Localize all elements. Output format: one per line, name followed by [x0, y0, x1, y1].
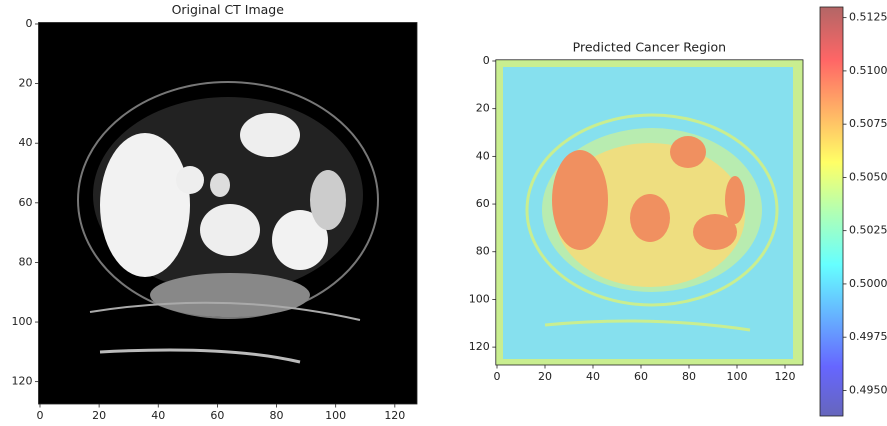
colorbar-tick-label: 0.5100: [849, 64, 887, 77]
x-tick-label: 100: [727, 370, 748, 383]
prediction-image: [495, 59, 803, 366]
y-tick-label: 60: [476, 197, 490, 210]
y-tick-label: 100: [12, 315, 33, 328]
y-tick-label: 0: [26, 17, 33, 30]
y-tick-label: 20: [476, 102, 490, 115]
y-tick-label: 120: [12, 375, 33, 388]
colorbar: [819, 6, 844, 417]
x-tick-label: 100: [325, 409, 346, 422]
x-tick-label: 20: [538, 370, 552, 383]
colorbar-tick-label: 0.5125: [849, 11, 887, 24]
y-tick-label: 100: [469, 292, 490, 305]
x-tick-label: 120: [775, 370, 796, 383]
x-tick-label: 80: [682, 370, 696, 383]
chart-title: Predicted Cancer Region: [573, 39, 726, 54]
x-tick-label: 40: [586, 370, 600, 383]
colorbar-tick-label: 0.5025: [849, 224, 887, 237]
x-tick-label: 60: [210, 409, 224, 422]
x-tick-label: 0: [494, 370, 501, 383]
colorbar-tick-label: 0.4975: [849, 330, 887, 343]
y-tick-label: 0: [483, 54, 490, 67]
x-tick-label: 80: [270, 409, 284, 422]
x-tick-label: 60: [634, 370, 648, 383]
x-tick-label: 120: [384, 409, 405, 422]
x-tick-label: 40: [151, 409, 165, 422]
y-tick-label: 60: [19, 196, 33, 209]
colorbar-tick-label: 0.5050: [849, 170, 887, 183]
y-tick-label: 40: [19, 136, 33, 149]
x-tick-label: 0: [36, 409, 43, 422]
axes-frame: [38, 22, 418, 405]
colorbar-tick-label: 0.5000: [849, 277, 887, 290]
y-tick-label: 120: [469, 340, 490, 353]
colorbar-tick-label: 0.5075: [849, 117, 887, 130]
colorbar-tick-label: 0.4950: [849, 383, 887, 396]
axes-frame: [495, 59, 804, 366]
y-tick-label: 20: [19, 77, 33, 90]
x-tick-label: 20: [92, 409, 106, 422]
ct-image: [38, 22, 417, 404]
chart-title: Original CT Image: [172, 2, 285, 17]
y-tick-label: 40: [476, 149, 490, 162]
y-tick-label: 80: [19, 255, 33, 268]
y-tick-label: 80: [476, 245, 490, 258]
